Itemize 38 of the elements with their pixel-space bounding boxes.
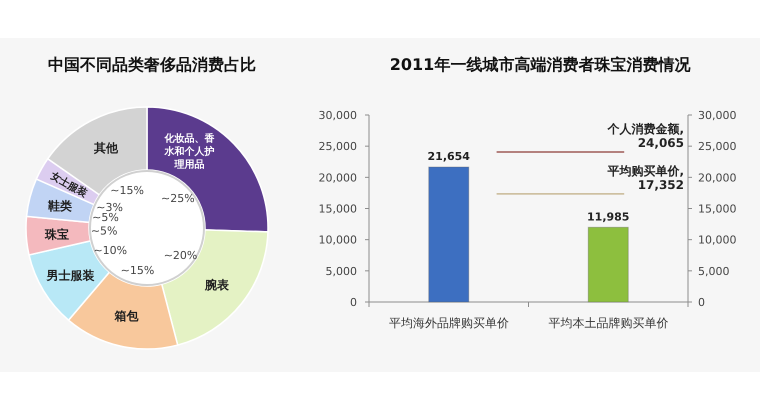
data-label: ~5% xyxy=(90,224,118,238)
y-tick-label: 15,000 xyxy=(318,202,357,216)
y2-tick-label: 5,000 xyxy=(698,264,730,278)
data-label: 21,654 xyxy=(428,150,470,164)
slice-label: 鞋类 xyxy=(46,198,72,213)
data-label: ~25% xyxy=(160,192,195,206)
x-tick-label: 平均本土品牌购买单价 xyxy=(548,316,668,330)
slice-label: 女士服装 xyxy=(47,169,90,200)
data-label: ~15% xyxy=(120,264,154,277)
data-label: ~15% xyxy=(110,184,144,197)
data-label: ~20% xyxy=(164,248,198,262)
chart-title: 中国不同品类奢侈品消费占比 xyxy=(48,55,256,74)
y2-tick-label: 30,000 xyxy=(698,109,736,122)
y-tick-label: 0 xyxy=(350,296,357,309)
y-tick-label: 10,000 xyxy=(318,234,357,247)
slice-label: 箱包 xyxy=(113,308,140,323)
y-tick-label: 5,000 xyxy=(326,264,357,278)
y-tick-label: 20,000 xyxy=(318,171,357,184)
chart-title: 2011年一线城市高端消费者珠宝消费情况 xyxy=(390,55,692,74)
slice-label: 腕表 xyxy=(204,278,230,292)
data-label: 11,985 xyxy=(587,210,630,224)
data-label: ~10% xyxy=(93,244,128,258)
y2-tick-label: 0 xyxy=(698,296,705,309)
slice-label: 男士服装 xyxy=(45,268,96,282)
data-label: ~5% xyxy=(92,211,119,224)
ref-line-label: 平均购买单价, 17,352 xyxy=(606,164,684,192)
ref-line-label: 个人消费金额, 24,065 xyxy=(606,122,684,150)
x-tick-label: 平均海外品牌购买单价 xyxy=(388,316,509,330)
data-label: ~3% xyxy=(96,200,123,214)
y2-tick-label: 20,000 xyxy=(698,171,736,184)
slice-label: 珠宝 xyxy=(44,227,70,242)
y2-tick-label: 25,000 xyxy=(698,140,736,154)
y2-tick-label: 10,000 xyxy=(698,234,736,247)
y-tick-label: 25,000 xyxy=(318,140,357,154)
y2-tick-label: 15,000 xyxy=(698,202,736,216)
y-tick-label: 30,000 xyxy=(318,109,357,122)
slice-label: 其他 xyxy=(93,141,119,156)
slice-label: 化妆品、香水和个人护理用品 xyxy=(164,132,216,171)
